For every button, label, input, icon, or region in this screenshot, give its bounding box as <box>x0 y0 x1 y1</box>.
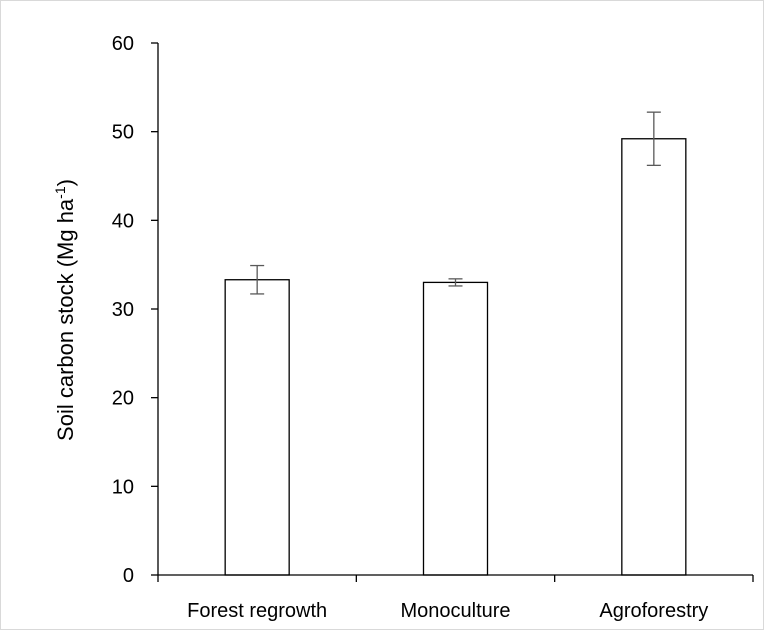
y-axis-title: Soil carbon stock (Mg ha-1) <box>52 179 78 441</box>
x-category-label: Agroforestry <box>599 600 708 622</box>
y-tick-label: 0 <box>123 565 134 587</box>
y-tick-label: 20 <box>112 388 134 410</box>
x-axis: Forest regrowth Monoculture Agroforestry <box>157 574 754 622</box>
y-axis-title-superscript: -1 <box>52 186 68 199</box>
x-category-label: Forest regrowth <box>187 600 327 622</box>
bars <box>224 111 687 576</box>
bar <box>422 281 489 576</box>
y-tick-label: 60 <box>112 33 134 55</box>
bar <box>621 138 687 576</box>
y-tick-label: 10 <box>112 476 134 498</box>
bar <box>224 279 290 576</box>
y-tick-label: 40 <box>112 210 134 232</box>
y-axis: 0 10 20 30 40 50 60 <box>112 33 159 587</box>
y-tick-label: 50 <box>112 122 134 144</box>
x-category-label: Monoculture <box>400 600 510 622</box>
y-tick-label: 30 <box>112 299 134 321</box>
